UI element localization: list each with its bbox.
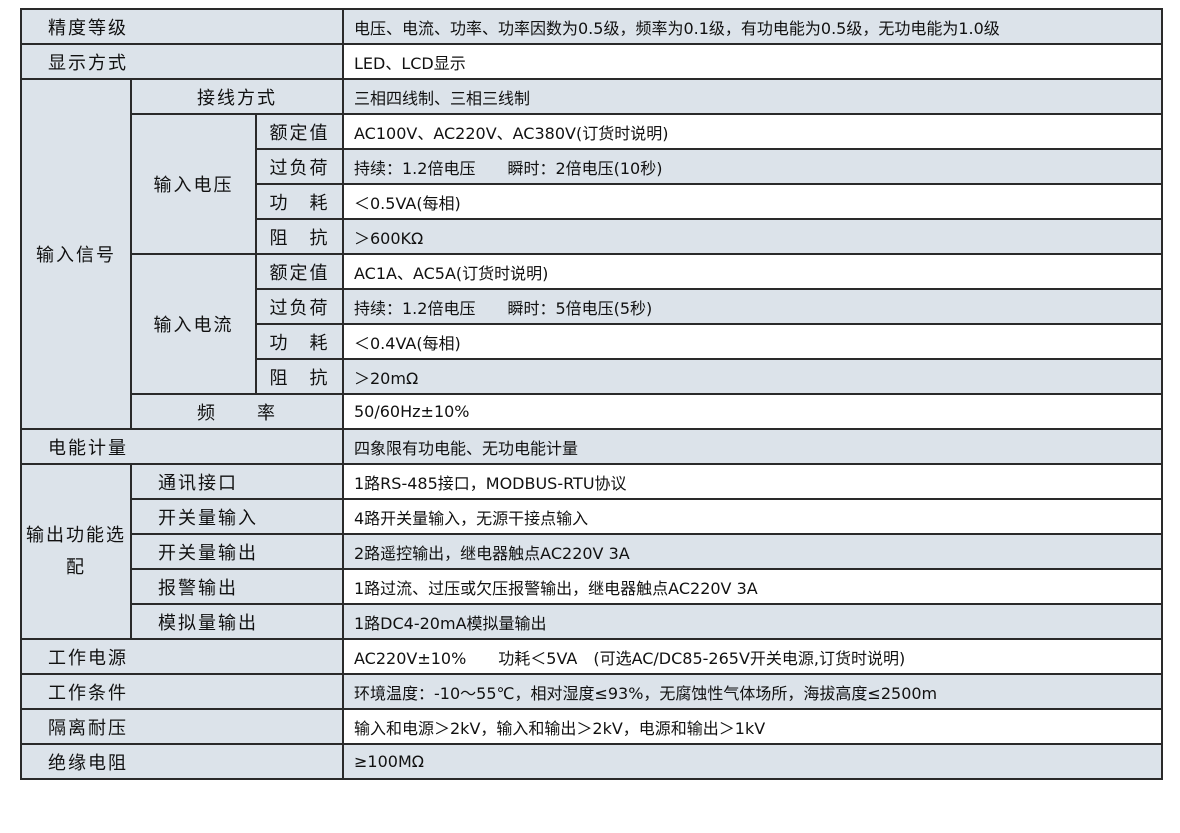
row-label: 阻 抗 <box>255 218 344 255</box>
table-row: 报警输出 1路过流、过压或欠压报警输出，继电器触点AC220V 3A <box>21 568 1163 605</box>
row-label: 接线方式 <box>130 78 344 115</box>
table-row: 工作条件 环境温度：-10～55℃，相对湿度≤93%，无腐蚀性气体场所，海拔高度≤… <box>20 673 1163 710</box>
row-value: 电压、电流、功率、功率因数为0.5级，频率为0.1级，有功电能为0.5级，无功电… <box>342 8 1163 45</box>
table-row: 功 耗＜0.5VA(每相) <box>21 183 1163 220</box>
row-label: 开关量输入 <box>130 498 344 535</box>
row-value: 2路遥控输出，继电器触点AC220V 3A <box>342 533 1163 570</box>
group-label-text: 输出功能选配 <box>26 524 126 578</box>
row-value: LED、LCD显示 <box>342 43 1163 80</box>
spec-table: 精度等级 电压、电流、功率、功率因数为0.5级，频率为0.1级，有功电能为0.5级… <box>20 8 1163 780</box>
row-label: 绝缘电阻 <box>20 743 344 780</box>
row-label: 额定值 <box>255 113 344 150</box>
row-value: ＜0.4VA(每相) <box>342 323 1163 360</box>
row-label: 频 率 <box>130 393 344 430</box>
table-row: 输入电压 额定值 AC100V、AC220V、AC380V(订货时说明) <box>21 113 1163 255</box>
row-label: 工作条件 <box>20 673 344 710</box>
table-row: 阻 抗＞600KΩ <box>21 218 1163 255</box>
row-value: 四象限有功电能、无功电能计量 <box>342 428 1163 465</box>
row-value: AC220V±10% 功耗＜5VA (可选AC/DC85-265V开关电源,订货… <box>342 638 1163 675</box>
row-label: 开关量输出 <box>130 533 344 570</box>
row-value: 4路开关量输入，无源干接点输入 <box>342 498 1163 535</box>
row-label: 隔离耐压 <box>20 708 344 745</box>
table-row: 阻 抗＞20mΩ <box>21 358 1163 395</box>
row-value: 输入和电源＞2kV，输入和输出＞2kV，电源和输出＞1kV <box>342 708 1163 745</box>
table-row: 工作电源 AC220V±10% 功耗＜5VA (可选AC/DC85-265V开关电… <box>20 638 1163 675</box>
group-label: 输入信号 <box>20 78 132 430</box>
row-label: 功 耗 <box>255 323 344 360</box>
table-row: 显示方式 LED、LCD显示 <box>20 43 1163 80</box>
row-label: 过负荷 <box>255 288 344 325</box>
table-row: 过负荷 持续：1.2倍电压 瞬时：2倍电压(10秒) <box>21 148 1163 185</box>
table-row: 精度等级 电压、电流、功率、功率因数为0.5级，频率为0.1级，有功电能为0.5级… <box>20 8 1163 45</box>
row-value: 1路DC4-20mA模拟量输出 <box>342 603 1163 640</box>
row-value: 三相四线制、三相三线制 <box>342 78 1163 115</box>
table-row: 模拟量输出 1路DC4-20mA模拟量输出 <box>21 603 1163 640</box>
table-row: 输入电流 额定值 AC1A、AC5A(订货时说明) <box>21 253 1163 395</box>
subgroup-label: 输入电压 <box>130 113 257 255</box>
table-row: 电能计量 四象限有功电能、无功电能计量 <box>20 428 1163 465</box>
table-row: 过负荷 持续：1.2倍电压 瞬时：5倍电压(5秒) <box>21 288 1163 325</box>
row-value: 1路过流、过压或欠压报警输出，继电器触点AC220V 3A <box>342 568 1163 605</box>
table-row: 绝缘电阻 ≥100MΩ <box>20 743 1163 780</box>
row-value: ≥100MΩ <box>342 743 1163 780</box>
row-label: 精度等级 <box>20 8 344 45</box>
row-label: 报警输出 <box>130 568 344 605</box>
row-value: 1路RS-485接口，MODBUS-RTU协议 <box>342 463 1163 500</box>
row-value: ＜0.5VA(每相) <box>342 183 1163 220</box>
row-label: 显示方式 <box>20 43 344 80</box>
row-label: 额定值 <box>255 253 344 290</box>
row-value: AC100V、AC220V、AC380V(订货时说明) <box>342 113 1163 150</box>
row-label: 阻 抗 <box>255 358 344 395</box>
table-row: 功 耗＜0.4VA(每相) <box>21 323 1163 360</box>
table-row: 开关量输入 4路开关量输入，无源干接点输入 <box>21 498 1163 535</box>
row-label: 功 耗 <box>255 183 344 220</box>
row-label: 通讯接口 <box>130 463 344 500</box>
row-label: 过负荷 <box>255 148 344 185</box>
row-value: AC1A、AC5A(订货时说明) <box>342 253 1163 290</box>
row-label: 工作电源 <box>20 638 344 675</box>
row-value: 持续：1.2倍电压 瞬时：2倍电压(10秒) <box>342 148 1163 185</box>
row-value: ＞20mΩ <box>342 358 1163 395</box>
table-row: 隔离耐压 输入和电源＞2kV，输入和输出＞2kV，电源和输出＞1kV <box>20 708 1163 745</box>
row-value: 环境温度：-10～55℃，相对湿度≤93%，无腐蚀性气体场所，海拔高度≤2500… <box>342 673 1163 710</box>
table-row: 频 率 50/60Hz±10% <box>21 393 1163 430</box>
row-label: 模拟量输出 <box>130 603 344 640</box>
row-value: 50/60Hz±10% <box>342 393 1163 430</box>
table-row: 输入信号 接线方式 三相四线制、三相三线制 <box>20 78 1163 430</box>
group-label: 输出功能选配 <box>20 463 132 640</box>
row-label: 电能计量 <box>20 428 344 465</box>
table-row: 开关量输出 2路遥控输出，继电器触点AC220V 3A <box>21 533 1163 570</box>
subgroup-label: 输入电流 <box>130 253 257 395</box>
row-value: 持续：1.2倍电压 瞬时：5倍电压(5秒) <box>342 288 1163 325</box>
row-value: ＞600KΩ <box>342 218 1163 255</box>
table-row: 输出功能选配 通讯接口 1路RS-485接口，MODBUS-RTU协议 <box>20 463 1163 640</box>
